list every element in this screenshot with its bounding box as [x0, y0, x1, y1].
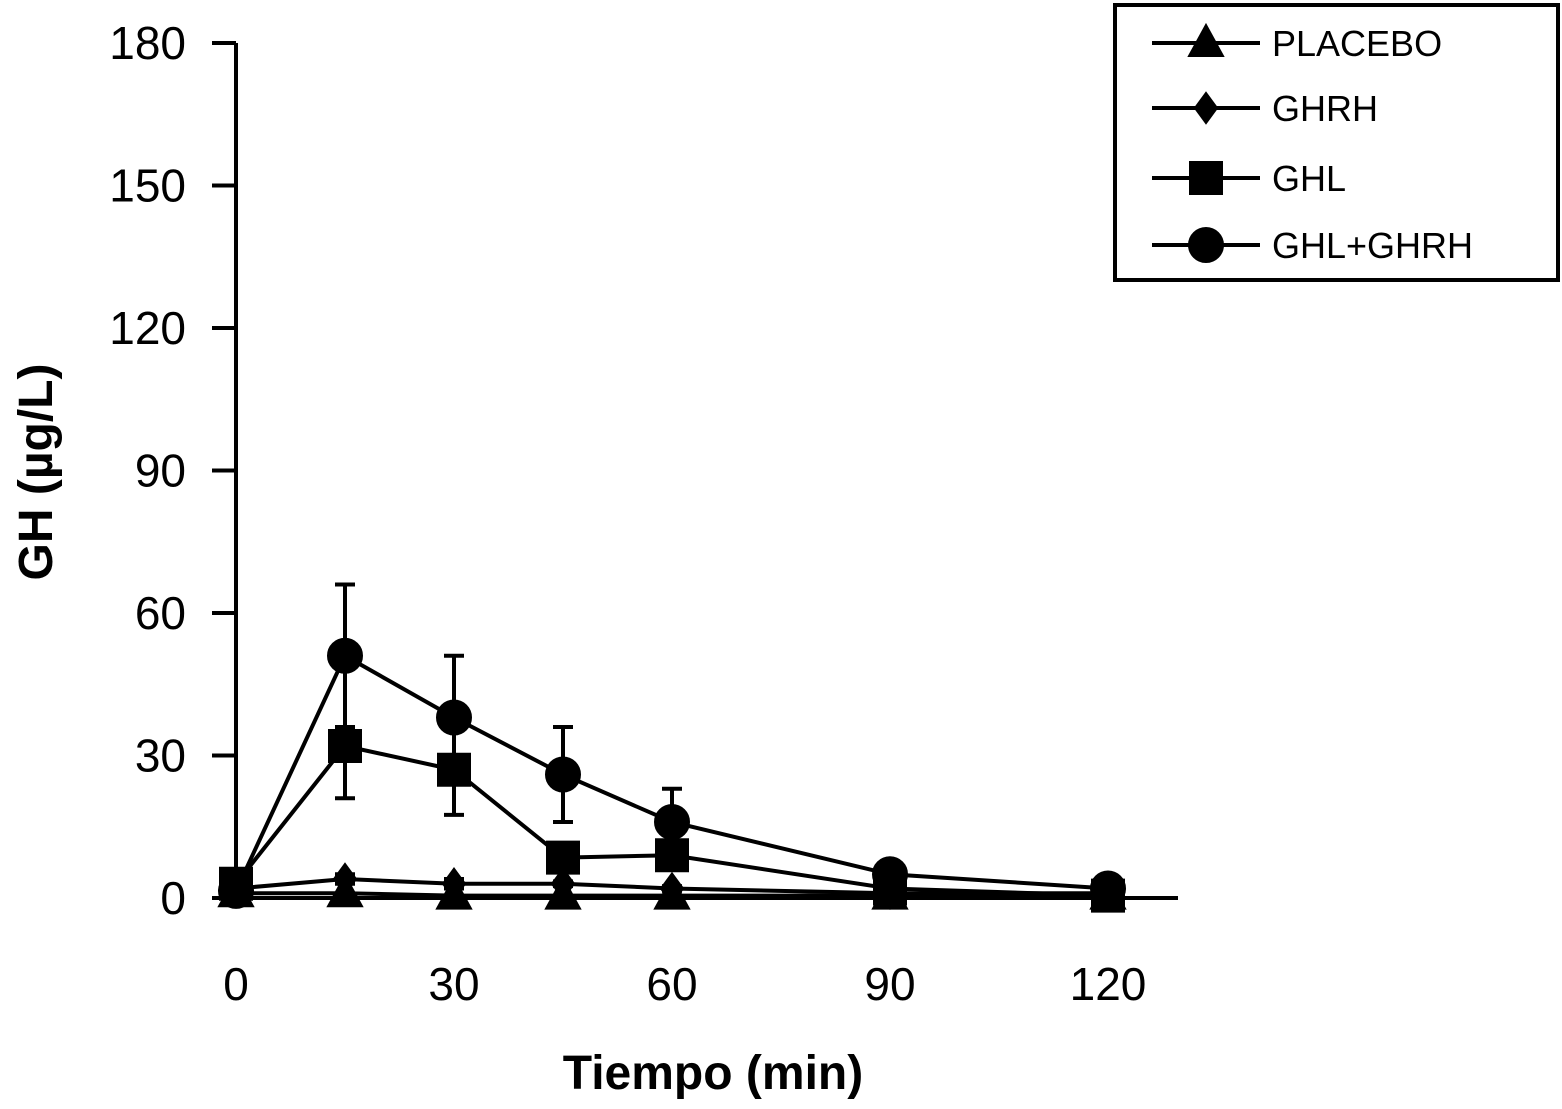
x-tick-label: 30	[428, 958, 479, 1010]
y-ticks: 0 30 60 90 120 150 180	[109, 17, 236, 924]
legend-item-placebo: PLACEBO	[1152, 22, 1442, 64]
data-point-ghl-ghrh	[1090, 870, 1126, 907]
legend-marker-placebo	[1187, 22, 1225, 57]
legend-label: GHL	[1272, 158, 1346, 199]
legend-marker-ghl-ghrh	[1188, 227, 1224, 263]
data-point-ghrh	[332, 862, 358, 896]
data-point-ghl	[328, 729, 362, 763]
legend-marker-ghl	[1189, 161, 1223, 195]
data-point-ghl-ghrh	[545, 756, 581, 793]
series-markers	[217, 637, 1127, 913]
data-point-ghl-ghrh	[872, 856, 908, 893]
legend-label: PLACEBO	[1272, 23, 1442, 64]
y-tick-label: 150	[109, 160, 186, 212]
y-tick-label: 120	[109, 302, 186, 354]
x-tick-label: 60	[646, 958, 697, 1010]
x-ticks: 0 30 60 90 120	[223, 958, 1146, 1010]
y-tick-label: 90	[135, 445, 186, 497]
data-point-ghl-ghrh	[327, 637, 363, 674]
legend-label: GHL+GHRH	[1272, 225, 1473, 266]
legend-item-ghl-ghrh: GHL+GHRH	[1152, 225, 1473, 266]
error-bars	[335, 582, 682, 900]
data-point-ghl	[437, 752, 471, 787]
legend-items: PLACEBO GHRH GHL GHL+GHRH	[1152, 22, 1473, 266]
data-point-ghl-ghrh	[654, 804, 690, 840]
y-tick-label: 180	[109, 17, 186, 69]
y-axis-title: GH (µg/L)	[10, 364, 63, 581]
legend: PLACEBO GHRH GHL GHL+GHRH	[1113, 3, 1560, 282]
axes	[234, 43, 1178, 900]
data-point-ghl	[655, 838, 689, 873]
x-tick-label: 120	[1070, 958, 1147, 1010]
y-tick-label: 30	[135, 730, 186, 782]
x-tick-label: 0	[223, 958, 249, 1010]
legend-box	[1113, 3, 1560, 282]
y-tick-label: 60	[135, 587, 186, 639]
y-tick-label: 0	[160, 872, 186, 924]
x-tick-label: 90	[864, 958, 915, 1010]
legend-label: GHRH	[1272, 88, 1378, 129]
data-point-ghl	[546, 840, 580, 875]
x-axis-title: Tiempo (min)	[563, 1047, 863, 1100]
data-point-ghl-ghrh	[436, 699, 472, 736]
legend-item-ghrh: GHRH	[1152, 88, 1378, 129]
legend-item-ghl: GHL	[1152, 158, 1346, 199]
legend-marker-ghrh	[1193, 91, 1219, 125]
